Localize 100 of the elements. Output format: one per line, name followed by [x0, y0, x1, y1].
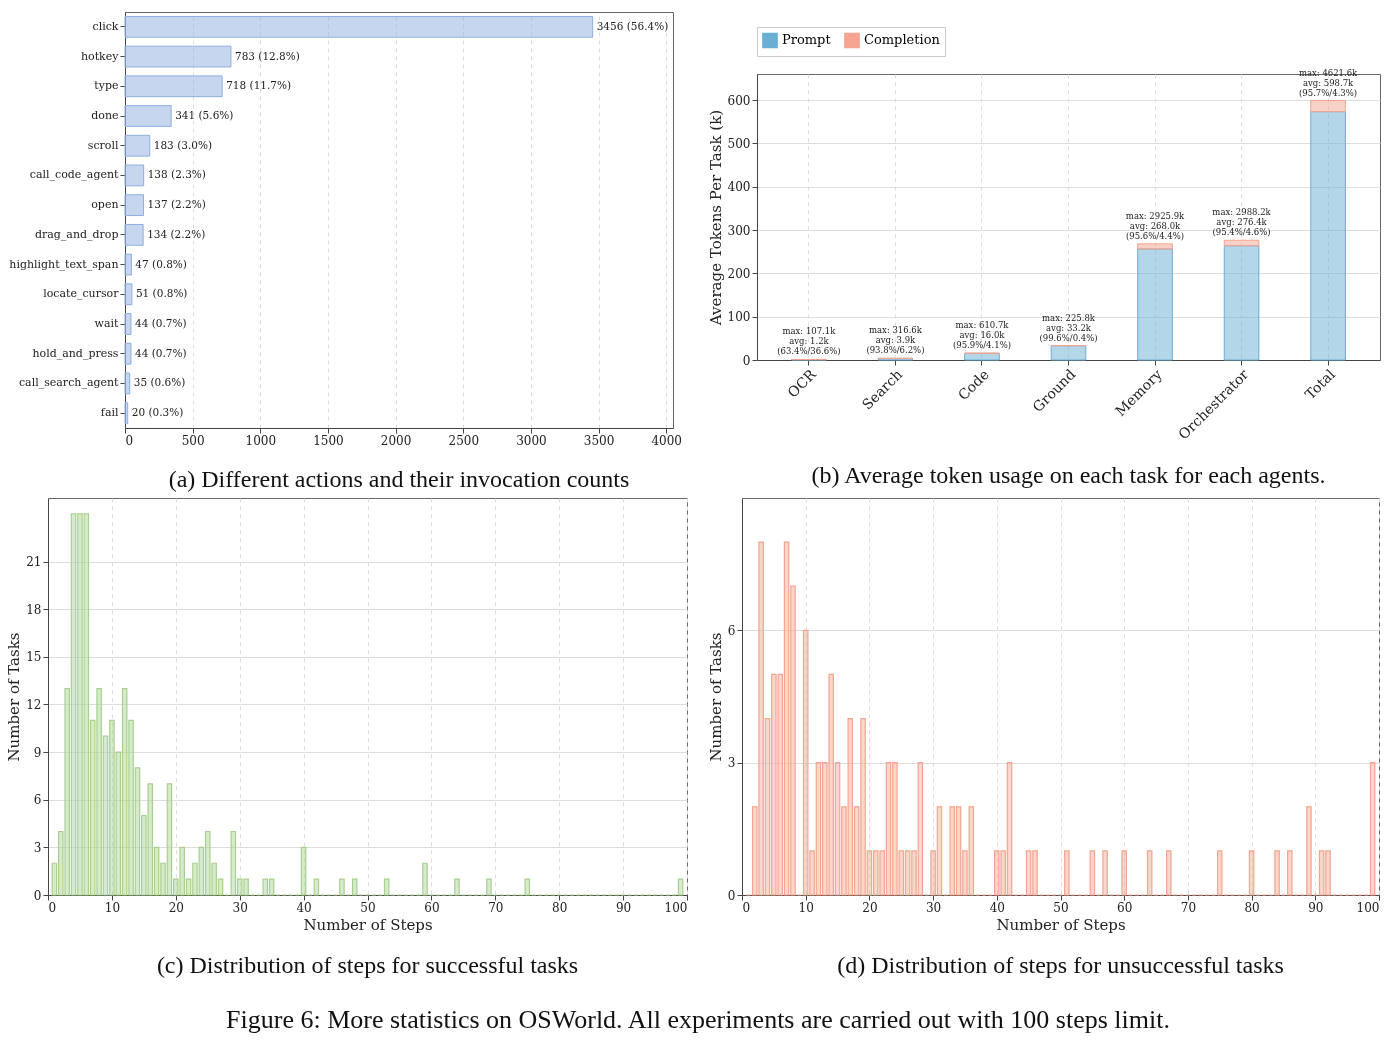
y-tick-label: locate_cursor: [43, 287, 120, 301]
text: (b) Average token usage on each task for each agents.: [811, 461, 1326, 488]
y-tick-label: 21: [26, 555, 42, 570]
x-tick-label: 50: [360, 900, 376, 915]
y-axis-title: Average Tokens Per Task (k): [706, 109, 725, 327]
text: (d) Distribution of steps for unsuccessful tasks: [837, 952, 1284, 978]
bar: [124, 342, 132, 365]
bar: [1137, 243, 1173, 250]
x-tick-label: 30: [232, 900, 248, 915]
bar: [1223, 239, 1260, 247]
x-tick-label: 4000: [651, 433, 683, 448]
data-label: 137 (2.2%): [147, 198, 206, 211]
data-label: 44 (0.7%): [134, 346, 187, 359]
x-tick-label: 2500: [448, 433, 480, 448]
bar: [124, 223, 144, 246]
x-tick-label: 30: [925, 900, 942, 915]
bar: [124, 75, 223, 98]
data-label: 44 (0.7%): [134, 317, 187, 329]
y-tick-label: 0: [727, 888, 736, 903]
bar: [124, 372, 131, 395]
y-tick-label: 600: [727, 93, 751, 108]
total-label: max: 225.8k avg: 33.2k (99.6%/0.4%): [1039, 312, 1098, 343]
total-label: max: 610.7k avg: 16.0k (95.9%/4.1%): [952, 320, 1012, 351]
y-tick-label: wait: [94, 317, 120, 330]
bar: [124, 253, 132, 276]
y-tick-label: 6: [727, 623, 736, 638]
y-tick-label: 500: [727, 136, 751, 151]
y-tick-label: 400: [727, 180, 751, 195]
data-label: 718 (11.7%): [226, 79, 292, 92]
bar: [124, 194, 145, 217]
text: Figure 6: More statistics on OSWorld. All experiments are carried out with 100 steps limit.: [226, 1005, 1170, 1034]
y-axis-title: Number of Tasks: [706, 632, 725, 762]
data-label: 20 (0.3%): [131, 406, 184, 419]
bar: [124, 45, 232, 68]
data-label: 47 (0.8%): [135, 257, 187, 270]
bar: [1310, 111, 1346, 361]
y-tick-label: call_code_agent: [29, 168, 120, 182]
x-tick-label: 20: [168, 900, 184, 915]
x-tick-label: 90: [615, 900, 632, 915]
y-tick-label: highlight_text_span: [9, 257, 119, 271]
data-label: 783 (12.8%): [234, 49, 300, 62]
bar: [1310, 100, 1346, 113]
bar: [964, 352, 1000, 361]
x-tick-label: 1000: [245, 433, 277, 448]
y-tick-label: 15: [26, 650, 42, 665]
y-tick-label: 6: [33, 793, 42, 808]
x-tick-label: 90: [1308, 900, 1324, 915]
x-tick-label: 100: [1356, 900, 1380, 915]
x-tick-label: 100: [664, 900, 688, 915]
y-tick-label: 3: [727, 756, 736, 771]
x-tick-label: 50: [1053, 900, 1069, 915]
y-axis-title: Number of Tasks: [5, 632, 24, 762]
y-tick-label: fail: [100, 406, 119, 420]
x-tick-label: 10: [104, 900, 121, 915]
y-tick-label: 0: [742, 353, 751, 368]
total-label: max: 2925.9k avg: 268.0k (95.6%/4.4%): [1125, 210, 1186, 241]
bar: [124, 283, 133, 306]
x-tick-label: 3500: [583, 433, 615, 448]
total-label: max: 107.1k avg: 1.2k (63.4%/36.6%): [777, 326, 841, 357]
data-label: 341 (5.6%): [175, 109, 234, 121]
x-tick-label: 20: [862, 900, 878, 915]
x-tick-label: 80: [1244, 900, 1260, 915]
y-tick-label: hold_and_press: [32, 346, 119, 360]
y-tick-label: click: [92, 19, 119, 33]
bar: [124, 402, 129, 425]
x-tick-label: 0: [48, 900, 57, 915]
y-tick-label: 3: [33, 840, 42, 855]
bar: [1050, 345, 1087, 361]
y-tick-label: open: [91, 198, 119, 212]
x-tick-label: 70: [488, 900, 504, 915]
bar: [1137, 248, 1173, 361]
y-tick-label: 200: [727, 266, 751, 281]
data-label: 51 (0.8%): [135, 287, 188, 300]
x-tick-label: 70: [1180, 900, 1197, 915]
x-axis-title: Number of Steps: [303, 915, 433, 934]
y-tick-label: 300: [727, 223, 751, 238]
x-tick-label: 3000: [516, 433, 547, 448]
bar: [124, 164, 145, 187]
data-label: 35 (0.6%): [133, 376, 186, 389]
data-label: 3456 (56.4%): [596, 19, 669, 32]
y-tick-label: type: [94, 79, 119, 93]
data-label: 138 (2.3%): [147, 168, 206, 181]
x-tick-label: 2000: [380, 433, 412, 448]
text: (c) Distribution of steps for successful tasks: [156, 952, 579, 978]
bar: [124, 15, 594, 38]
x-tick-label: 40: [296, 900, 312, 915]
x-tick-label: 60: [1117, 900, 1133, 915]
y-tick-label: 0: [33, 888, 42, 903]
x-axis-title: Number of Steps: [996, 915, 1126, 934]
data-label: 183 (3.0%): [153, 138, 213, 151]
y-tick-label: done: [91, 109, 119, 122]
y-tick-label: drag_and_drop: [34, 227, 119, 241]
x-tick-label: 10: [798, 900, 814, 915]
legend-label: Completion: [864, 32, 941, 48]
x-tick-label: 40: [989, 900, 1005, 915]
x-tick-label: 60: [424, 900, 440, 915]
data-label: 134 (2.2%): [147, 227, 206, 240]
total-label: max: 2988.2k avg: 276.4k (95.4%/4.6%): [1212, 207, 1272, 238]
bar: [124, 134, 151, 157]
y-tick-label: 18: [26, 602, 42, 617]
